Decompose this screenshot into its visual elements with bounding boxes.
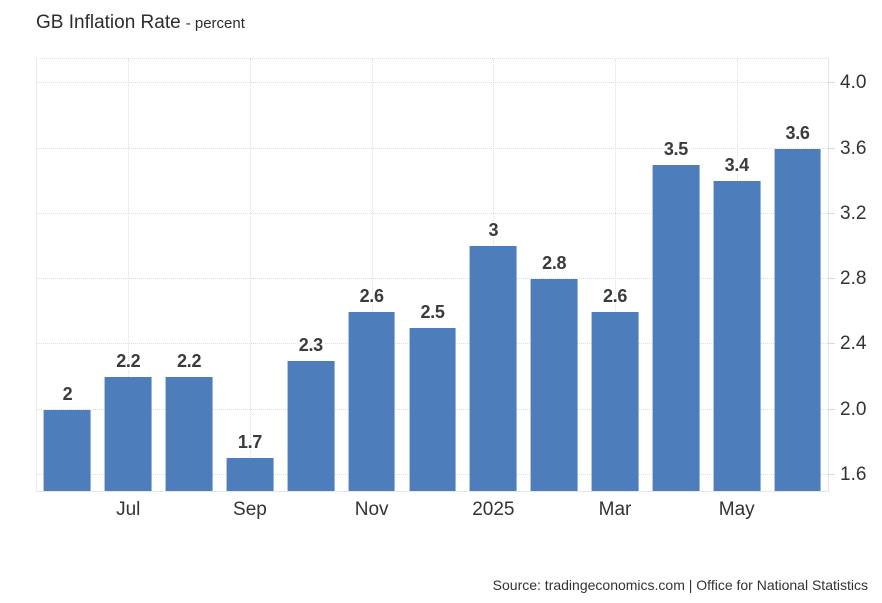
horizontal-gridline	[37, 212, 828, 214]
y-axis-tick-label: 2.8	[840, 268, 867, 290]
vertical-gridline	[615, 59, 617, 491]
chart-title-text: GB Inflation Rate	[36, 12, 181, 33]
bar-value-label: 3.5	[663, 138, 688, 159]
x-axis-tick-label: Mar	[598, 499, 632, 520]
inflation-bar[interactable]	[409, 327, 456, 491]
bar-value-label: 2.6	[602, 285, 628, 306]
x-axis-tick-label: May	[718, 499, 755, 520]
y-axis-tick	[828, 473, 835, 475]
y-axis-tick	[828, 147, 835, 149]
bar-value-label: 2.5	[420, 301, 445, 322]
bar-value-label: 2.2	[116, 350, 141, 371]
vertical-gridline	[128, 59, 130, 491]
bar-value-label: 2.6	[359, 285, 384, 306]
x-axis-tick-label: Nov	[354, 499, 389, 520]
inflation-bar[interactable]	[165, 376, 213, 491]
y-axis-tick-label: 2.4	[840, 333, 867, 355]
vertical-gridline	[371, 59, 373, 491]
chart-title: GB Inflation Rate - percent	[36, 12, 245, 34]
inflation-bar[interactable]	[469, 246, 517, 491]
bar-value-label: 3	[488, 220, 499, 241]
plot-area: 1.6 2.0 2.4 2.8 3.2 3.6 4.0 Jul Sep Nov 2025 Mar May…	[36, 58, 866, 520]
inflation-bar[interactable]	[44, 409, 91, 491]
y-axis-tick-label: 1.6	[840, 463, 867, 485]
y-axis-tick	[828, 343, 835, 345]
x-axis-tick-label: 2025	[472, 499, 515, 520]
horizontal-gridline	[37, 278, 828, 280]
inflation-bar[interactable]	[652, 164, 700, 491]
bar-value-label: 2.8	[542, 253, 567, 274]
bar-value-label: 2.2	[177, 350, 202, 371]
source-attribution: Source: tradingeconomics.com | Office fo…	[492, 577, 868, 593]
horizontal-gridline	[37, 147, 828, 149]
inflation-bar[interactable]	[774, 148, 821, 491]
y-axis-tick	[828, 82, 835, 84]
y-axis-tick-label: 4.0	[840, 72, 867, 94]
bar-value-label: 3.6	[785, 122, 810, 143]
inflation-bar[interactable]	[104, 376, 152, 491]
y-axis-tick-label: 3.6	[840, 137, 867, 159]
inflation-bar[interactable]	[530, 279, 578, 491]
bar-value-label: 1.7	[237, 432, 263, 453]
inflation-bar[interactable]	[287, 360, 335, 491]
y-axis-tick	[828, 212, 835, 214]
bar-value-label: 3.4	[724, 155, 749, 176]
vertical-gridline	[249, 59, 251, 491]
x-axis-tick-label: Sep	[233, 499, 267, 520]
y-axis-tick-label: 2.0	[840, 398, 867, 420]
bar-value-label: 2.3	[298, 334, 323, 355]
chart-subtitle-text: - percent	[185, 15, 245, 32]
inflation-bar[interactable]	[713, 181, 761, 491]
y-axis-tick-label: 3.2	[840, 202, 867, 224]
y-axis-tick	[828, 278, 835, 280]
horizontal-gridline	[37, 82, 828, 84]
inflation-bar[interactable]	[226, 458, 274, 491]
y-axis-tick	[828, 408, 835, 410]
inflation-bar[interactable]	[591, 311, 639, 491]
bar-value-label: 2	[62, 383, 73, 404]
x-axis-tick-label: Jul	[116, 499, 141, 520]
inflation-bar[interactable]	[348, 311, 396, 491]
